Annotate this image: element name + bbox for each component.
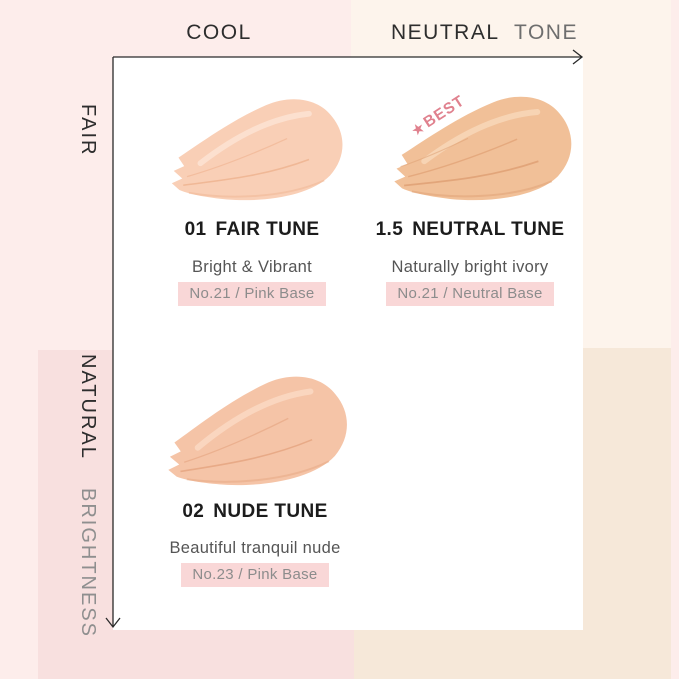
product-name: FAIR TUNE [215, 219, 320, 240]
badge-wrap-fair-tune: No.21 / Pink Base [132, 282, 372, 306]
axis-label-tone: TONE [514, 21, 578, 44]
product-number: 1.5 [375, 219, 404, 240]
product-number: 01 [184, 219, 207, 240]
product-title-fair-tune: 01 FAIR TUNE [132, 219, 372, 241]
badge-wrap-neutral-tune: No.21 / Neutral Base [350, 282, 590, 306]
axis-label-natural: NATURAL [77, 354, 99, 460]
axis-label-fair: FAIR [77, 104, 99, 157]
axis-label-cool: COOL [186, 21, 252, 44]
shade-badge-neutral-tune: No.21 / Neutral Base [386, 282, 554, 306]
makeup-smear-shape [171, 99, 343, 201]
swatch-neutral-tune [394, 96, 572, 201]
swatch-nude-tune [168, 376, 347, 486]
product-subtitle-fair-tune: Bright & Vibrant [191, 258, 313, 276]
product-title-neutral-tune: 1.5 NEUTRAL TUNE [350, 219, 590, 241]
axis-label-neutral: NEUTRAL [391, 21, 500, 44]
product-title-nude-tune: 02 NUDE TUNE [135, 501, 375, 523]
badge-wrap-nude-tune: No.23 / Pink Base [135, 563, 375, 587]
product-number: 02 [182, 501, 205, 522]
makeup-smear-shape [168, 376, 347, 486]
product-subtitle-nude-tune: Beautiful tranquil nude [169, 539, 341, 557]
makeup-smear-shape [394, 96, 572, 201]
product-name: NEUTRAL TUNE [412, 219, 565, 240]
product-name: NUDE TUNE [213, 501, 328, 522]
shade-badge-fair-tune: No.21 / Pink Base [178, 282, 326, 306]
axis-label-brightness: BRIGHTNESS [77, 488, 99, 639]
product-subtitle-neutral-tune: Naturally bright ivory [391, 258, 549, 276]
shade-badge-nude-tune: No.23 / Pink Base [181, 563, 329, 587]
swatch-fair-tune [171, 99, 343, 201]
